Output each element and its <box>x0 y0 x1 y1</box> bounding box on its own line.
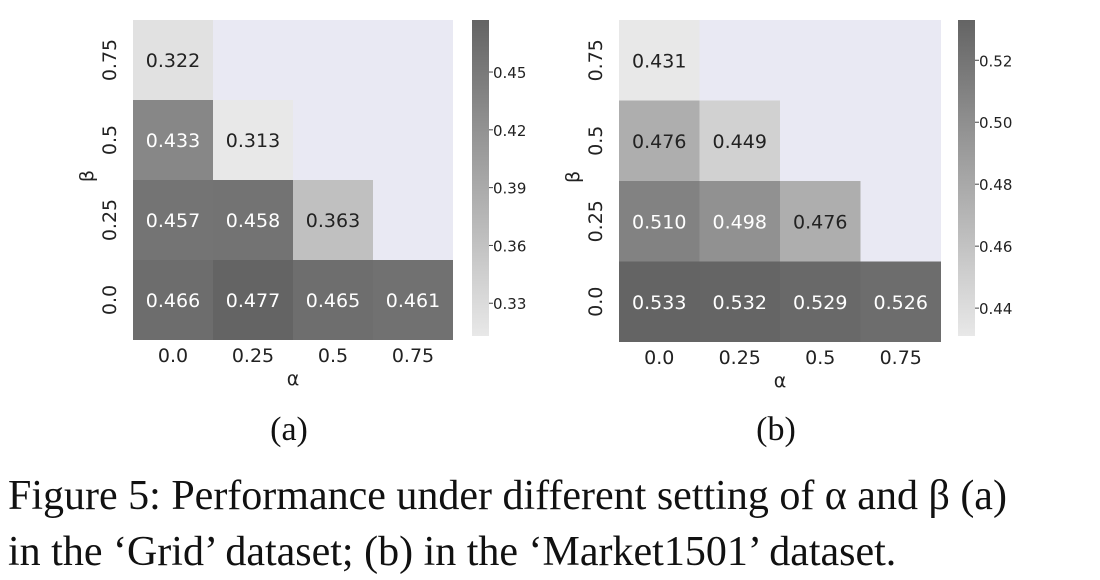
heatmap-cell <box>619 20 700 101</box>
x-tick-label: 0.75 <box>392 345 434 367</box>
x-tick-label: 0.5 <box>318 345 348 367</box>
colorbar-tick-label: 0.39 <box>493 180 526 198</box>
heatmap-cell <box>619 181 700 262</box>
x-tick-label: 0.25 <box>719 347 761 369</box>
heatmap-cell <box>133 20 213 100</box>
heatmap-cell <box>213 260 293 340</box>
cell-value-label: 0.313 <box>226 130 280 152</box>
cell-value-label: 0.498 <box>713 211 767 233</box>
colorbar-tick-label: 0.33 <box>493 295 526 313</box>
panel-label: (b) <box>756 411 796 448</box>
figure: 0.322 0.433 0.313 0.457 0.458 0.363 0.466 0.477… <box>76 20 1012 448</box>
cell-value-label: 0.477 <box>226 290 280 312</box>
panel-label: (a) <box>270 411 308 448</box>
y-tick-label: 0.5 <box>585 126 607 156</box>
cell-value-label: 0.532 <box>713 292 767 314</box>
y-axis-label: β <box>76 170 98 182</box>
cell-value-label: 0.465 <box>306 290 360 312</box>
y-tick-label: 0.25 <box>585 200 607 242</box>
heatmap-cell <box>860 261 941 342</box>
colorbar-tick-label: 0.36 <box>493 237 526 255</box>
cell-value-label: 0.449 <box>713 131 767 153</box>
x-axis-label: α <box>287 368 300 390</box>
colorbar <box>472 20 489 336</box>
cell-value-label: 0.431 <box>632 50 686 72</box>
cell-value-label: 0.433 <box>146 130 200 152</box>
heatmap-cell <box>699 181 780 262</box>
heatmap-cell <box>699 100 780 181</box>
y-tick-label: 0.5 <box>99 125 121 155</box>
cell-value-label: 0.322 <box>146 50 200 72</box>
y-tick-label: 0.0 <box>585 287 607 317</box>
heatmap-cell <box>699 261 780 342</box>
heatmap-panel-b: 0.431 0.476 0.449 0.510 0.498 0.476 0.533 0.532… <box>562 20 1012 448</box>
colorbar-tick-label: 0.42 <box>493 122 526 140</box>
y-axis-label: β <box>562 171 584 183</box>
x-tick-label: 0.5 <box>805 347 835 369</box>
cell-value-label: 0.363 <box>306 210 360 232</box>
heatmap-cell <box>293 260 373 340</box>
heatmap-cell <box>373 260 453 340</box>
heatmap-cell <box>213 180 293 260</box>
heatmap-cell <box>133 100 213 180</box>
heatmap-panel-a: 0.322 0.433 0.313 0.457 0.458 0.363 0.466 0.477… <box>76 20 526 448</box>
figure-caption: Figure 5: Performance under different se… <box>8 468 1098 580</box>
colorbar-tick-label: 0.50 <box>979 114 1012 132</box>
cell-value-label: 0.526 <box>874 292 928 314</box>
x-tick-label: 0.25 <box>232 345 274 367</box>
caption-line-2: in the ‘Grid’ dataset; (b) in the ‘Marke… <box>8 529 897 575</box>
heatmap-cell <box>619 100 700 181</box>
cell-value-label: 0.461 <box>386 290 440 312</box>
cell-value-label: 0.476 <box>793 211 847 233</box>
cell-value-label: 0.458 <box>226 210 280 232</box>
heatmap-cell <box>293 180 373 260</box>
cell-value-label: 0.533 <box>632 292 686 314</box>
y-tick-label: 0.75 <box>585 39 607 81</box>
colorbar-tick-label: 0.45 <box>493 64 526 82</box>
cell-value-label: 0.510 <box>632 211 686 233</box>
colorbar-tick-label: 0.46 <box>979 238 1012 256</box>
x-axis-label: α <box>774 370 787 392</box>
heatmap-cell <box>619 261 700 342</box>
x-tick-label: 0.75 <box>880 347 922 369</box>
y-tick-label: 0.25 <box>99 199 121 241</box>
cell-value-label: 0.529 <box>793 292 847 314</box>
colorbar-tick-label: 0.52 <box>979 52 1012 70</box>
cell-value-label: 0.476 <box>632 131 686 153</box>
y-tick-label: 0.75 <box>99 39 121 81</box>
heatmap-cell <box>133 260 213 340</box>
y-tick-label: 0.0 <box>99 285 121 315</box>
heatmap-cell <box>133 180 213 260</box>
x-tick-label: 0.0 <box>158 345 188 367</box>
heatmap-cell <box>780 181 861 262</box>
colorbar-tick-label: 0.44 <box>979 300 1012 318</box>
cell-value-label: 0.466 <box>146 290 200 312</box>
x-tick-label: 0.0 <box>644 347 674 369</box>
colorbar <box>958 20 975 336</box>
colorbar-tick-label: 0.48 <box>979 176 1012 194</box>
cell-value-label: 0.457 <box>146 210 200 232</box>
heatmap-cell <box>780 261 861 342</box>
caption-line-1: Figure 5: Performance under different se… <box>8 473 1007 519</box>
heatmap-cell <box>213 100 293 180</box>
